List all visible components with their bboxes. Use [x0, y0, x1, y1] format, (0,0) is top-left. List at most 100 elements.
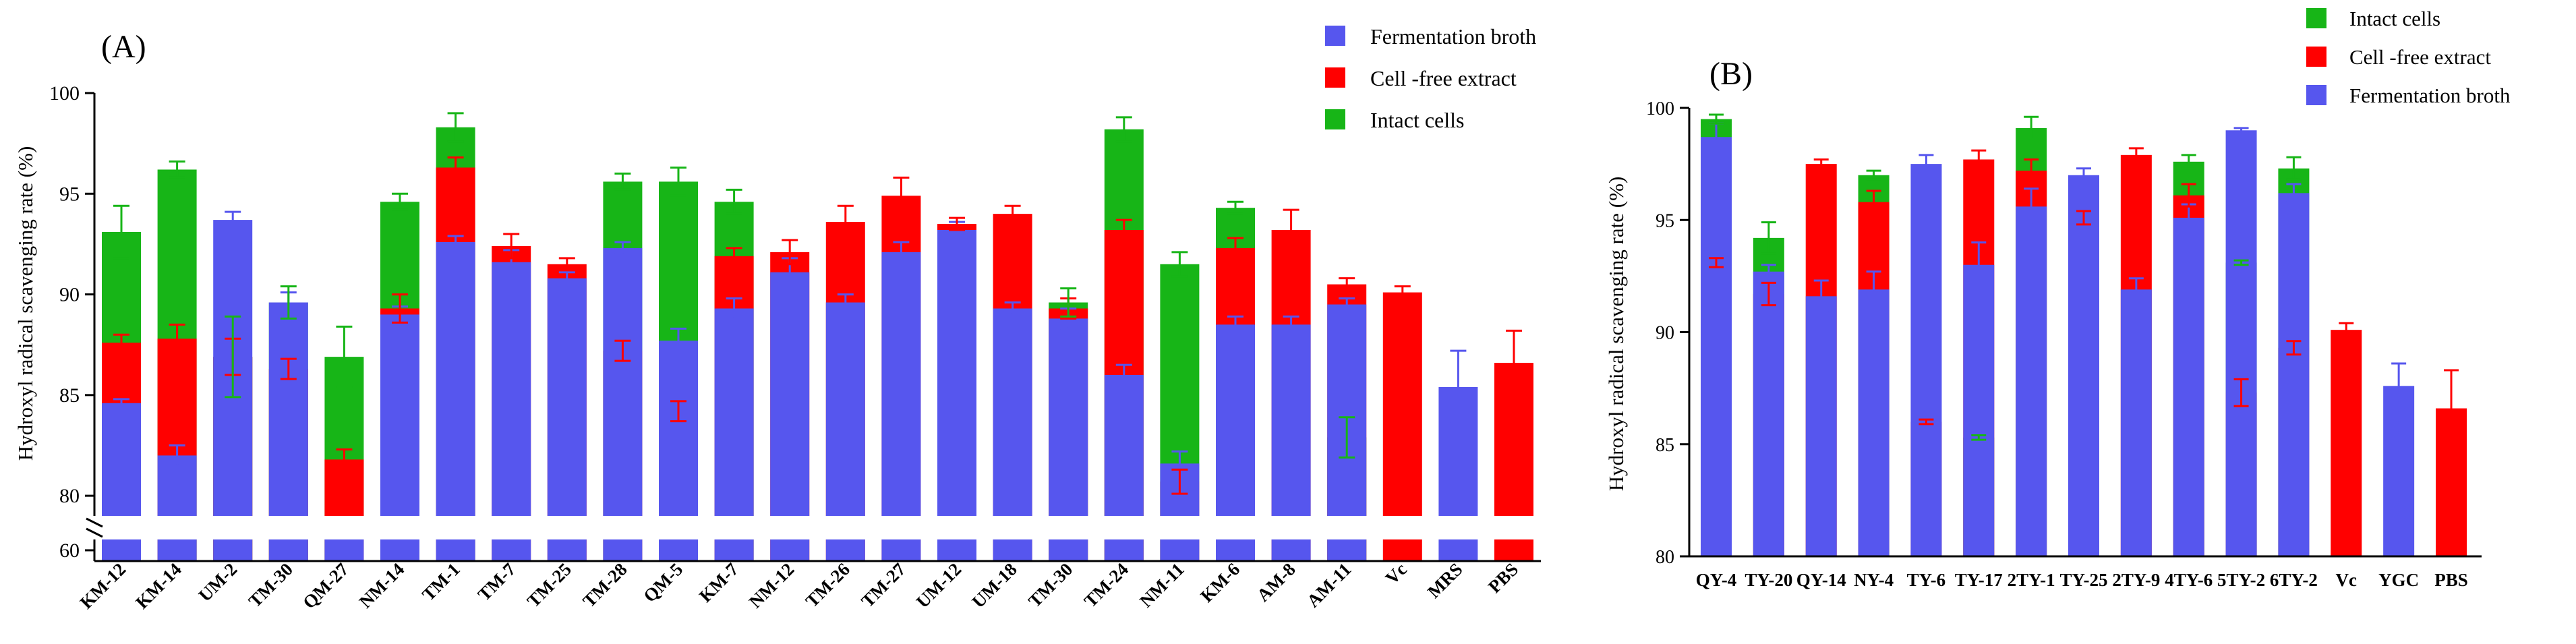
panel-a-bar-fermentation-lower — [492, 539, 531, 561]
panel-a-ytick-label: 100 — [49, 82, 80, 105]
panel-a-bar-fermentation-lower — [157, 539, 197, 561]
panel-a-x-labels: KM-12 KM-14 UM-2 TM-30 QM-27 NM-14 TM-1 TM-7 TM-… — [76, 559, 1523, 613]
panel-a-x-label: QM-5 — [639, 559, 686, 606]
panel-a: (A) Hydroxyl radical scavenging rate (%)… — [13, 24, 1541, 613]
panel-b-bar-fermentation — [2068, 175, 2099, 556]
panel-a-bar-fermentation-lower — [436, 539, 475, 561]
panel-a-x-label: NM-11 — [1136, 559, 1188, 611]
panel-a-bar-fermentation — [770, 272, 810, 516]
panel-a-bar-fermentation — [547, 278, 587, 516]
panel-a-x-label: TM-26 — [802, 559, 854, 611]
panel-a-x-label: MRS — [1424, 559, 1467, 602]
panel-b-x-label: TY-6 — [1907, 570, 1946, 590]
panel-a-bar-fermentation — [102, 403, 141, 516]
panel-b-bar-fermentation — [2120, 289, 2152, 556]
panel-a-bar-fermentation-lower — [268, 539, 308, 561]
panel-a-bar-fermentation-lower — [659, 539, 698, 561]
panel-a-legend-swatch-cell_free — [1325, 67, 1345, 88]
panel-b-x-label: 6TY-2 — [2270, 570, 2318, 590]
panel-b-x-label: TY-17 — [1955, 570, 2003, 590]
panel-a-x-label: TM-24 — [1080, 559, 1132, 611]
panel-b-x-label: Vc — [2336, 570, 2357, 590]
panel-b-x-label: TY-25 — [2059, 570, 2107, 590]
panel-a-legend-swatch-fermentation — [1325, 26, 1345, 46]
panel-a-x-label: Vc — [1382, 559, 1411, 588]
panel-b-bar-cell_free — [2331, 330, 2362, 556]
panel-a-bar-fermentation-lower — [1160, 539, 1200, 561]
panel-b-bar-fermentation — [2278, 193, 2310, 557]
panel-a-legend-label-fermentation: Fermentation broth — [1370, 24, 1536, 49]
panel-b-ytick-label: 100 — [1646, 98, 1674, 119]
panel-a-ylabel: Hydroxyl radical scavenging rate (%) — [13, 146, 37, 461]
panel-a-bar-fermentation-lower — [825, 539, 865, 561]
panel-b-bar-fermentation — [1858, 289, 1890, 556]
panel-a-bar-cell_free-lower — [1382, 539, 1422, 561]
panel-b-bar-fermentation — [1963, 264, 1995, 556]
panel-a-x-label: KM-6 — [1196, 559, 1243, 606]
panel-a-x-label: TM-30 — [1024, 559, 1076, 611]
panel-a-bar-fermentation-lower — [1327, 539, 1367, 561]
panel-a-bar-fermentation — [881, 252, 921, 516]
panel-a-bar-fermentation — [1216, 324, 1255, 516]
panel-b-ytick-label: 90 — [1656, 323, 1674, 344]
panel-a-axis-break — [86, 527, 103, 538]
panel-b-x-labels: QY-4 TY-20 QY-14 NY-4 TY-6 TY-17 2TY-1 TY-25 2TY… — [1696, 570, 2468, 590]
panel-b-legend-label-intact: Intact cells — [2349, 7, 2440, 30]
panel-a-bar-fermentation-lower — [1104, 539, 1144, 561]
panel-b-legend-label-fermentation: Fermentation broth — [2349, 84, 2511, 107]
panel-a-x-label: KM-14 — [131, 559, 185, 613]
panel-a-bar-fermentation — [380, 314, 419, 516]
panel-a-x-label: TM-1 — [418, 559, 464, 605]
panel-b-y-ticks: 80 85 90 95 100 — [1646, 98, 1674, 568]
panel-a-axes — [85, 92, 1541, 562]
panel-a-ytick-label: 95 — [59, 183, 80, 205]
panel-b-bar-fermentation — [2225, 130, 2257, 556]
panel-a-legend: Fermentation broth Cell -free extract Inta… — [1325, 24, 1536, 132]
panel-a-bar-fermentation — [659, 341, 698, 516]
panel-a-bar-fermentation-lower — [881, 539, 921, 561]
panel-a-x-label: UM-18 — [968, 559, 1020, 612]
panel-a-bar-fermentation — [436, 241, 475, 516]
panel-a-bar-fermentation — [1104, 375, 1144, 516]
panel-a-x-label: UM-12 — [912, 559, 965, 612]
panel-a-x-label: AM-11 — [1303, 559, 1355, 611]
panel-b-x-label: TY-20 — [1745, 570, 1792, 590]
panel-b-legend: Intact cells Cell -free extract Fermentati… — [2306, 7, 2511, 107]
panel-a-x-label: TM-28 — [579, 559, 631, 611]
panel-a-bar-fermentation — [492, 262, 531, 516]
panel-a-bar-fermentation-lower — [1438, 539, 1478, 561]
panel-a-label: (A) — [101, 29, 146, 65]
panel-b-ytick-label: 85 — [1656, 435, 1674, 456]
panel-b-ylabel: Hydroxyl radical scavenging rate (%) — [1604, 177, 1628, 492]
panel-a-x-label: NM-14 — [355, 559, 408, 612]
panel-a-legend-label-intact: Intact cells — [1370, 108, 1464, 132]
panel-a-bar-fermentation-lower — [770, 539, 810, 561]
panel-a-ytick-label: 60 — [59, 539, 80, 562]
panel-a-x-label: TM-25 — [523, 559, 575, 611]
panel-b-bar-fermentation — [1753, 271, 1784, 556]
panel-b-x-label: QY-14 — [1796, 570, 1846, 590]
panel-a-x-label: UM-2 — [195, 559, 241, 606]
panel-b-x-label: QY-4 — [1696, 570, 1737, 590]
panel-b-bar-fermentation — [1805, 296, 1837, 556]
panel-b: (B) Hydroxyl radical scavenging rate (%)… — [1604, 7, 2511, 590]
panel-b-bar-fermentation — [2383, 386, 2415, 556]
panel-b-ytick-label: 95 — [1656, 210, 1674, 231]
panel-a-bar-cell_free-lower — [1494, 539, 1533, 561]
panel-b-bar-fermentation — [2173, 217, 2204, 556]
panel-a-legend-label-cell_free: Cell -free extract — [1370, 66, 1517, 90]
panel-a-bar-fermentation-lower — [547, 539, 587, 561]
panel-a-ytick-label: 85 — [59, 384, 80, 407]
panel-a-x-label: TM-30 — [245, 559, 297, 611]
panel-a-bar-fermentation — [1271, 324, 1311, 516]
panel-a-x-label: NM-12 — [745, 559, 798, 612]
panel-b-bar-fermentation — [1701, 137, 1732, 557]
panel-a-ytick-label: 90 — [59, 284, 80, 306]
panel-b-x-label: 4TY-6 — [2165, 570, 2213, 590]
panel-a-y-ticks: 80 85 90 95 100 60 — [49, 82, 80, 562]
panel-a-bar-fermentation — [268, 302, 308, 516]
panel-a-axis-break — [86, 517, 103, 528]
panel-a-bar-fermentation — [714, 308, 754, 516]
panel-a-bar-cell_free — [1382, 292, 1422, 516]
panel-a-bar-fermentation — [993, 308, 1032, 516]
